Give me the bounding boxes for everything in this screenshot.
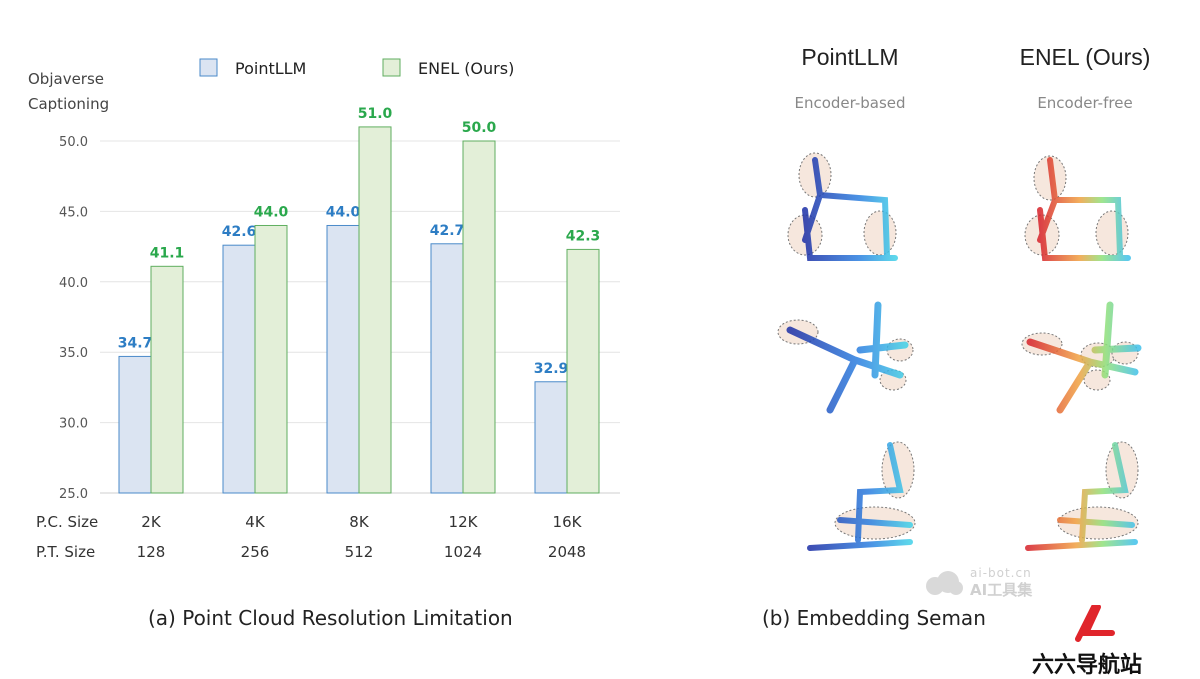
bar (430, 243, 464, 494)
chair2-enel-cloud (1025, 441, 1139, 551)
y-axis-label: Objaverse (28, 70, 104, 88)
airplane-enel-cloud (1021, 301, 1142, 414)
brand-name: 六六导航站 (1032, 653, 1143, 678)
data-label: 44.0 (326, 204, 361, 220)
y-tick-label: 25.0 (59, 487, 88, 502)
brand-logo-icon (1075, 605, 1115, 642)
legend-swatch (199, 58, 218, 77)
x-tick-label-row2: 256 (241, 543, 270, 561)
bar (534, 381, 568, 494)
x-tick-label-row2: 2048 (548, 543, 586, 561)
ai-bot-logo-icon (926, 571, 963, 595)
ai-bot-watermark: ai-bot.cn AI工具集 (922, 566, 1062, 600)
data-label: 42.7 (430, 223, 465, 239)
bar (150, 265, 184, 494)
x-tick-label: 12K (449, 513, 479, 531)
caption-a: (a) Point Cloud Resolution Limitation (148, 606, 513, 630)
enel-column-title: ENEL (Ours) (1019, 44, 1151, 70)
data-label: 50.0 (462, 120, 497, 136)
data-label: 51.0 (358, 106, 393, 122)
y-tick-label: 30.0 (59, 417, 88, 432)
airplane-pointllm-cloud (777, 301, 914, 414)
y-tick-label: 50.0 (59, 135, 88, 150)
row-label: P.T. Size (36, 543, 95, 561)
data-label: 41.1 (150, 245, 185, 261)
data-label: 44.0 (254, 204, 289, 220)
data-label: 34.7 (118, 335, 153, 351)
y-tick-label: 35.0 (59, 346, 88, 361)
enel-column-subtitle: Encoder-free (1037, 94, 1133, 112)
y-axis-label: Captioning (28, 95, 109, 113)
chair-enel-cloud (1024, 155, 1131, 261)
legend-label: ENEL (Ours) (418, 59, 514, 78)
x-tick-label-row2: 512 (345, 543, 374, 561)
x-tick-label: 8K (349, 513, 370, 531)
legend-label: PointLLM (235, 59, 306, 78)
data-label: 42.3 (566, 228, 601, 244)
caption-b: (b) Embedding Seman (762, 606, 986, 630)
pointllm-column-subtitle: Encoder-based (794, 94, 906, 112)
y-tick-label: 40.0 (59, 276, 88, 291)
bar (462, 140, 496, 494)
chair-pointllm-cloud (787, 152, 898, 261)
watermark-name: AI工具集 (970, 581, 1033, 599)
pointllm-column-title: PointLLM (801, 44, 899, 70)
bar (222, 244, 256, 494)
bar (326, 224, 360, 494)
x-tick-label-row2: 1024 (444, 543, 482, 561)
x-tick-label: 16K (553, 513, 583, 531)
x-tick-label: 2K (141, 513, 162, 531)
embedding-semantics-point-clouds (777, 152, 1142, 551)
watermark-url: ai-bot.cn (970, 566, 1032, 580)
bar (254, 224, 288, 494)
y-tick-label: 45.0 (59, 205, 88, 220)
row-label: P.C. Size (36, 513, 98, 531)
legend-swatch (382, 58, 401, 77)
brand-watermark: 六六导航站 (1030, 605, 1170, 678)
resolution-bar-chart: 50.0 45.0 40.0 35.0 30.0 25.0 Objaverse Caption… (28, 58, 620, 561)
bar (358, 126, 392, 494)
chair2-pointllm-cloud (807, 441, 916, 551)
x-tick-label-row2: 128 (137, 543, 166, 561)
data-label: 32.9 (534, 361, 569, 377)
data-label: 42.6 (222, 224, 257, 240)
bar (566, 248, 600, 494)
x-tick-label: 4K (245, 513, 266, 531)
bar (118, 355, 152, 494)
